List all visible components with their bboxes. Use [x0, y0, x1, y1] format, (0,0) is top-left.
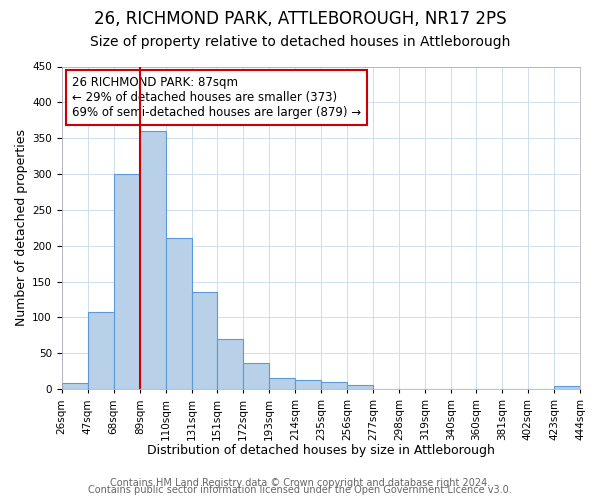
Text: Contains public sector information licensed under the Open Government Licence v3: Contains public sector information licen… [88, 485, 512, 495]
Text: 26, RICHMOND PARK, ATTLEBOROUGH, NR17 2PS: 26, RICHMOND PARK, ATTLEBOROUGH, NR17 2P… [94, 10, 506, 28]
Bar [295, 380, 321, 389]
Bar [554, 386, 580, 389]
Bar [88, 312, 114, 389]
X-axis label: Distribution of detached houses by size in Attleborough: Distribution of detached houses by size … [147, 444, 495, 458]
Bar [62, 382, 88, 389]
Bar [166, 238, 192, 389]
Bar [242, 362, 269, 389]
Bar [347, 385, 373, 389]
Bar [192, 292, 217, 389]
Bar [114, 174, 140, 389]
Bar [140, 131, 166, 389]
Bar [269, 378, 295, 389]
Text: Contains HM Land Registry data © Crown copyright and database right 2024.: Contains HM Land Registry data © Crown c… [110, 478, 490, 488]
Text: Size of property relative to detached houses in Attleborough: Size of property relative to detached ho… [90, 35, 510, 49]
Bar [321, 382, 347, 389]
Text: 26 RICHMOND PARK: 87sqm
← 29% of detached houses are smaller (373)
69% of semi-d: 26 RICHMOND PARK: 87sqm ← 29% of detache… [72, 76, 361, 119]
Bar [217, 339, 242, 389]
Y-axis label: Number of detached properties: Number of detached properties [15, 130, 28, 326]
